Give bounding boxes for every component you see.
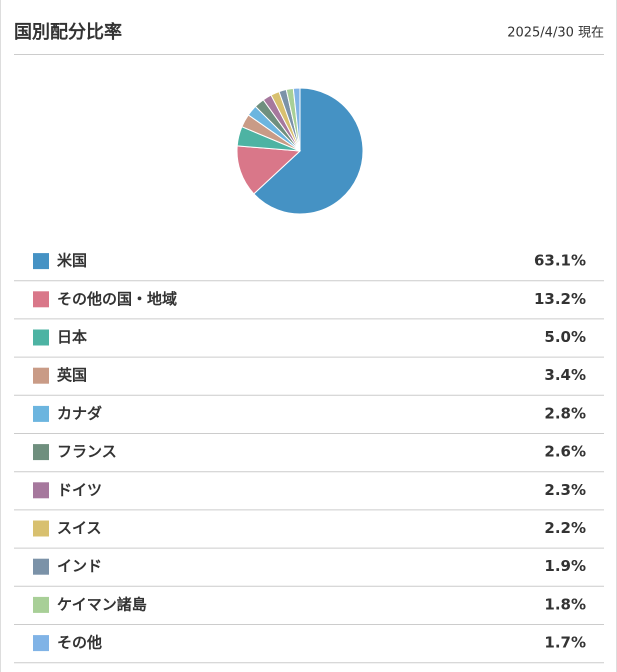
legend-label: インド (57, 557, 102, 575)
pie-slice (292, 87, 301, 152)
value-label: 3.4% (544, 366, 586, 384)
legend-label: 英国 (57, 366, 87, 384)
legend-label: スイス (57, 519, 102, 537)
legend-swatch (33, 558, 49, 575)
value-label: 1.7% (544, 634, 586, 652)
legend-label: その他 (57, 634, 102, 652)
legend-swatch (33, 405, 49, 422)
value-label: 63.1% (534, 252, 586, 270)
pie-slice (253, 87, 364, 215)
legend-swatch (33, 520, 49, 537)
legend-label: その他の国・地域 (57, 290, 177, 308)
chart-subtitle: 2025/4/30 現在 (507, 26, 604, 41)
value-label: 2.3% (544, 481, 586, 499)
value-label: 1.8% (544, 595, 586, 613)
legend-swatch (33, 253, 49, 270)
legend-label: ケイマン諸島 (57, 595, 147, 613)
legend-label: 米国 (57, 252, 87, 270)
legend-swatch (33, 482, 49, 499)
legend-swatch (33, 635, 49, 652)
legend-swatch (33, 291, 49, 308)
legend-label: フランス (57, 443, 117, 461)
value-label: 2.6% (544, 443, 586, 461)
legend-swatch (33, 329, 49, 346)
legend-swatch (33, 596, 49, 613)
legend-swatch (33, 367, 49, 384)
value-label: 5.0% (544, 328, 586, 346)
value-label: 2.2% (544, 519, 586, 537)
legend-swatch (33, 444, 49, 461)
legend-label: カナダ (57, 404, 102, 422)
value-label: 13.2% (534, 290, 586, 308)
legend-label: 日本 (57, 328, 87, 346)
value-label: 2.8% (544, 404, 586, 422)
legend-label: ドイツ (57, 481, 102, 499)
chart-title: 国別配分比率 (14, 21, 122, 43)
value-label: 1.9% (544, 557, 586, 575)
